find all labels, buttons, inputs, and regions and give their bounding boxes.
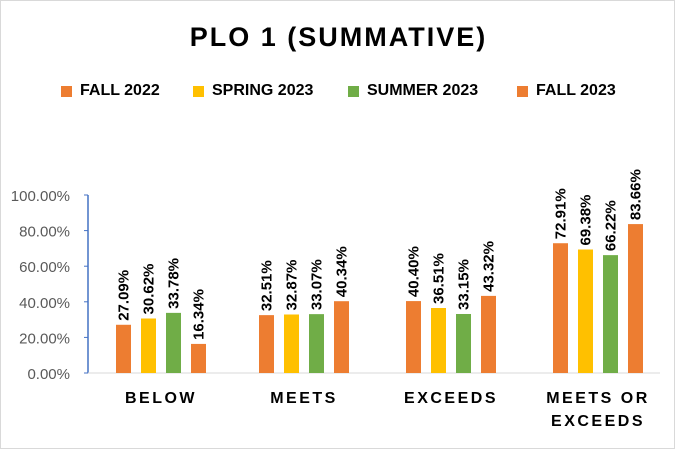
bar — [553, 243, 568, 373]
x-tick-label: EXCEEDS — [551, 413, 645, 430]
bar — [603, 255, 618, 373]
legend-item: FALL 2022 — [61, 80, 160, 102]
legend-label: SUMMER 2023 — [367, 82, 479, 99]
data-label: 40.34% — [334, 246, 351, 297]
data-label: 66.22% — [603, 200, 620, 251]
data-label: 33.07% — [309, 259, 326, 310]
bar — [284, 314, 299, 373]
legend-item: FALL 2023 — [517, 80, 616, 102]
legend-swatch — [348, 85, 359, 97]
legend-label: SPRING 2023 — [212, 82, 314, 99]
x-tick-label: MEETS — [270, 390, 338, 407]
data-label: 43.32% — [481, 241, 498, 292]
legend-label: FALL 2022 — [80, 82, 160, 99]
legend-swatch — [193, 85, 204, 97]
data-label: 27.09% — [116, 270, 133, 321]
bar — [309, 314, 324, 373]
data-label: 32.87% — [284, 260, 301, 311]
y-tick-label: 100.00% — [11, 188, 70, 205]
bar — [116, 324, 131, 373]
legend-label: FALL 2023 — [536, 82, 616, 99]
data-label: 83.66% — [628, 169, 645, 220]
legend-item: SPRING 2023 — [193, 80, 313, 102]
bar — [481, 295, 496, 373]
data-label: 69.38% — [578, 195, 595, 246]
data-label: 16.34% — [191, 289, 208, 340]
data-label: 30.62% — [141, 264, 158, 315]
data-label: 33.78% — [166, 258, 183, 309]
bar — [334, 301, 349, 373]
chart-title: PLO 1 (SUMMATIVE) — [189, 22, 488, 52]
x-tick-label: EXCEEDS — [404, 390, 498, 407]
y-tick-label: 0.00% — [27, 366, 70, 383]
bar — [456, 313, 471, 373]
legend-swatch — [517, 85, 528, 97]
y-tick-label: 20.00% — [19, 330, 70, 347]
data-label: 32.51% — [259, 260, 276, 311]
y-tick-label: 80.00% — [19, 224, 70, 241]
y-tick-label: 60.00% — [19, 259, 70, 276]
legend-swatch — [61, 85, 72, 97]
bar — [406, 301, 421, 373]
bar — [141, 318, 156, 373]
data-label: 72.91% — [553, 188, 570, 239]
bar — [191, 343, 206, 373]
data-label: 33.15% — [456, 259, 473, 310]
x-tick-label: MEETS OR — [546, 390, 650, 407]
data-label: 40.40% — [406, 246, 423, 297]
bar — [431, 308, 446, 373]
bar — [259, 315, 274, 373]
chart-legend: FALL 2022 SPRING 2023 SUMMER 2023 FALL 2023 — [0, 80, 677, 102]
x-tick-label: BELOW — [125, 390, 197, 407]
bar — [166, 312, 181, 373]
y-tick-label: 40.00% — [19, 295, 70, 312]
bar — [578, 249, 593, 373]
data-label: 36.51% — [431, 253, 448, 304]
legend-item: SUMMER 2023 — [348, 80, 478, 102]
bar — [628, 224, 643, 373]
